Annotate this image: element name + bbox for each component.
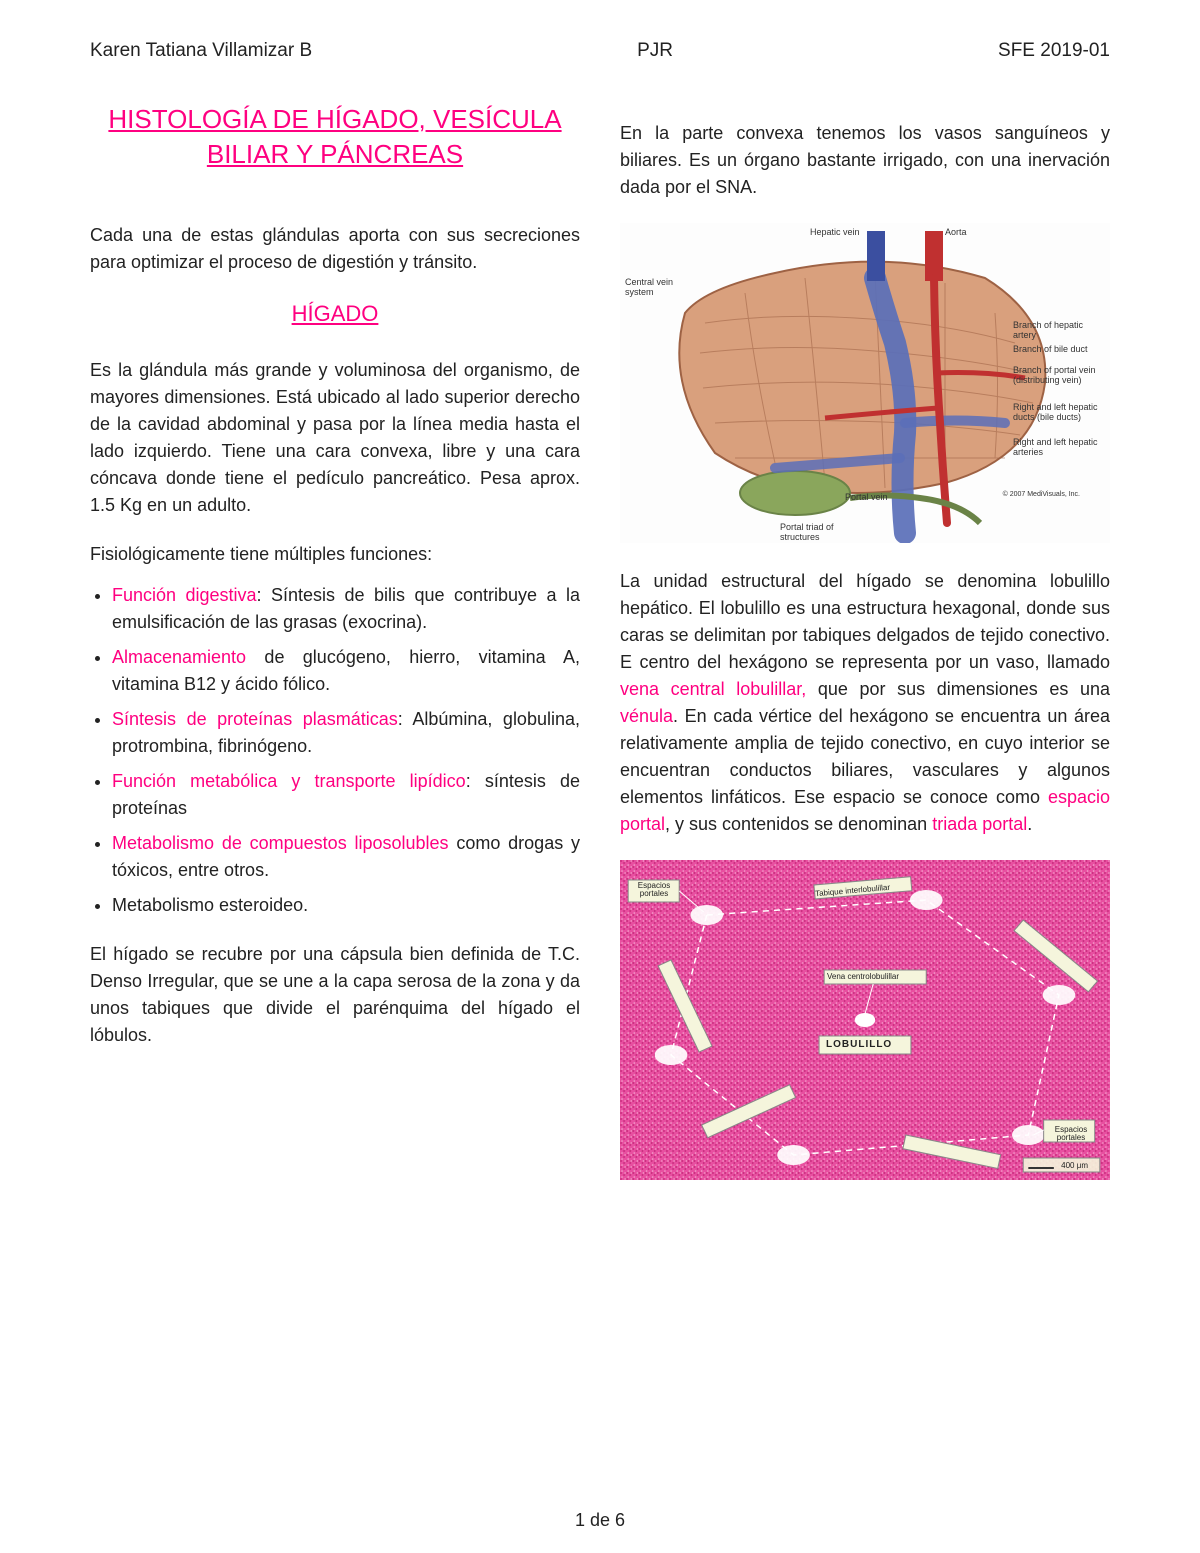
page-header: Karen Tatiana Villamizar B PJR SFE 2019-… [90, 40, 1110, 62]
label-portal-vein: Portal vein [845, 493, 888, 503]
lobule-svg [620, 860, 1110, 1180]
text: , y sus contenidos se denominan [665, 814, 932, 834]
list-item: Síntesis de proteínas plasmáticas: Albúm… [112, 706, 580, 760]
label-portal-triad: Portal triad of structures [780, 523, 850, 543]
higado-p1: Es la glándula más grande y voluminosa d… [90, 357, 580, 519]
label-rl-arteries: Right and left hepatic arteries [1013, 438, 1108, 458]
list-item: Función metabólica y transporte lipídico… [112, 768, 580, 822]
title-line-1: HISTOLOGÍA DE HÍGADO, VESÍCULA [108, 104, 561, 134]
header-right: SFE 2019-01 [998, 40, 1110, 62]
func-label: Función digestiva [112, 585, 257, 605]
text: que por sus dimensiones es una [806, 679, 1110, 699]
header-center: PJR [637, 40, 673, 62]
left-column: HISTOLOGÍA DE HÍGADO, VESÍCULA BILIAR Y … [90, 102, 580, 1180]
label-scale: 400 μm [1061, 1161, 1088, 1170]
text: . En cada vértice del hexágono se encuen… [620, 706, 1110, 807]
list-item: Función digestiva: Síntesis de bilis que… [112, 582, 580, 636]
func-label: Síntesis de proteínas plasmáticas [112, 709, 398, 729]
label-branch-pv: Branch of portal vein (distributing vein… [1013, 366, 1108, 386]
label-lobulillo: LOBULILLO [826, 1039, 892, 1050]
func-label: Almacenamiento [112, 647, 246, 667]
label-espacios: Espacios portales [631, 882, 677, 898]
col2-p1: En la parte convexa tenemos los vasos sa… [620, 120, 1110, 201]
label-vena: Vena centrolobulillar [827, 972, 899, 981]
list-item: Almacenamiento de glucógeno, hierro, vit… [112, 644, 580, 698]
header-left: Karen Tatiana Villamizar B [90, 40, 312, 62]
title-line-2: BILIAR Y PÁNCREAS [207, 139, 463, 169]
higado-title: HÍGADO [90, 301, 580, 327]
label-espacios-2: Espacios portales [1048, 1126, 1094, 1142]
label-aorta: Aorta [945, 228, 967, 238]
func-rest: Metabolismo esteroideo. [112, 895, 308, 915]
liver-figure: Hepatic vein Aorta Central vein system B… [620, 223, 1110, 543]
text: La unidad estructural del hígado se deno… [620, 571, 1110, 672]
func-label: Metabolismo de compuestos liposolubles [112, 833, 449, 853]
pink-term: vénula [620, 706, 673, 726]
pink-term: triada portal [932, 814, 1027, 834]
label-branch-ha: Branch of hepatic artery [1013, 321, 1108, 341]
intro-paragraph: Cada una de estas glándulas aporta con s… [90, 222, 580, 276]
label-central-vein: Central vein system [625, 278, 685, 298]
right-column: En la parte convexa tenemos los vasos sa… [620, 102, 1110, 1180]
label-copyright: © 2007 MediVisuals, Inc. [1003, 491, 1080, 499]
higado-p2: Fisiológicamente tiene múltiples funcion… [90, 541, 580, 568]
lobule-figure: Espacios portales Tabique interlobulilla… [620, 860, 1110, 1180]
content-columns: HISTOLOGÍA DE HÍGADO, VESÍCULA BILIAR Y … [90, 102, 1110, 1180]
page-footer: 1 de 6 [0, 1510, 1200, 1531]
list-item: Metabolismo de compuestos liposolubles c… [112, 830, 580, 884]
text: . [1027, 814, 1032, 834]
label-branch-bile: Branch of bile duct [1013, 345, 1108, 355]
pink-term: vena central lobulillar, [620, 679, 806, 699]
func-label: Función metabólica y transporte lipídico [112, 771, 466, 791]
function-list: Función digestiva: Síntesis de bilis que… [90, 582, 580, 919]
col2-p2: La unidad estructural del hígado se deno… [620, 568, 1110, 838]
label-hepatic-vein: Hepatic vein [810, 228, 860, 238]
higado-p3: El hígado se recubre por una cápsula bie… [90, 941, 580, 1049]
list-item: Metabolismo esteroideo. [112, 892, 580, 919]
main-title: HISTOLOGÍA DE HÍGADO, VESÍCULA BILIAR Y … [90, 102, 580, 172]
page: Karen Tatiana Villamizar B PJR SFE 2019-… [0, 0, 1200, 1553]
label-rl-ducts: Right and left hepatic ducts (bile ducts… [1013, 403, 1108, 423]
